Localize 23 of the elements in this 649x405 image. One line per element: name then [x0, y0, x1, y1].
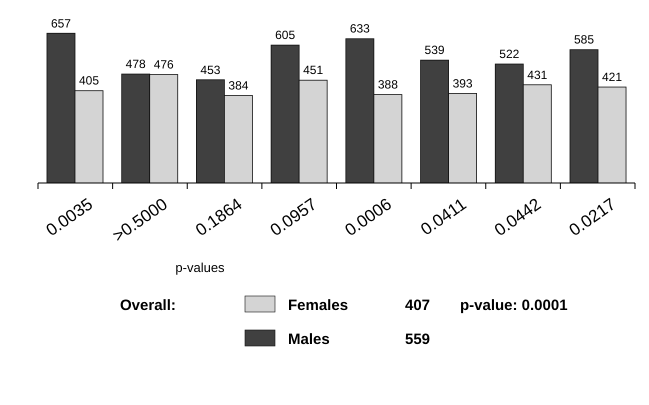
data-label: 478: [126, 57, 146, 72]
x-axis-title: p-values: [175, 260, 226, 275]
data-label: 421: [602, 70, 622, 84]
text: 407: [405, 297, 430, 314]
data-label: 431: [527, 68, 548, 82]
text: 559: [405, 331, 430, 348]
data-label: 585: [574, 32, 594, 47]
data-label: 453: [200, 62, 221, 77]
data-label: 657: [50, 16, 72, 30]
text: Overall:: [120, 297, 176, 314]
data-label: 388: [378, 78, 398, 92]
data-label: 539: [424, 43, 445, 58]
data-label: 522: [499, 47, 520, 62]
data-label: 393: [452, 76, 473, 90]
data-label: 384: [228, 78, 249, 92]
data-label: 476: [154, 58, 174, 72]
data-label: 405: [78, 74, 100, 88]
data-label: 633: [350, 22, 370, 36]
legend-label: Males: [288, 331, 330, 348]
data-label: 451: [303, 63, 324, 78]
text: p-value: 0.0001: [460, 297, 568, 314]
legend-label: Females: [288, 297, 348, 314]
data-label: 605: [275, 28, 296, 42]
